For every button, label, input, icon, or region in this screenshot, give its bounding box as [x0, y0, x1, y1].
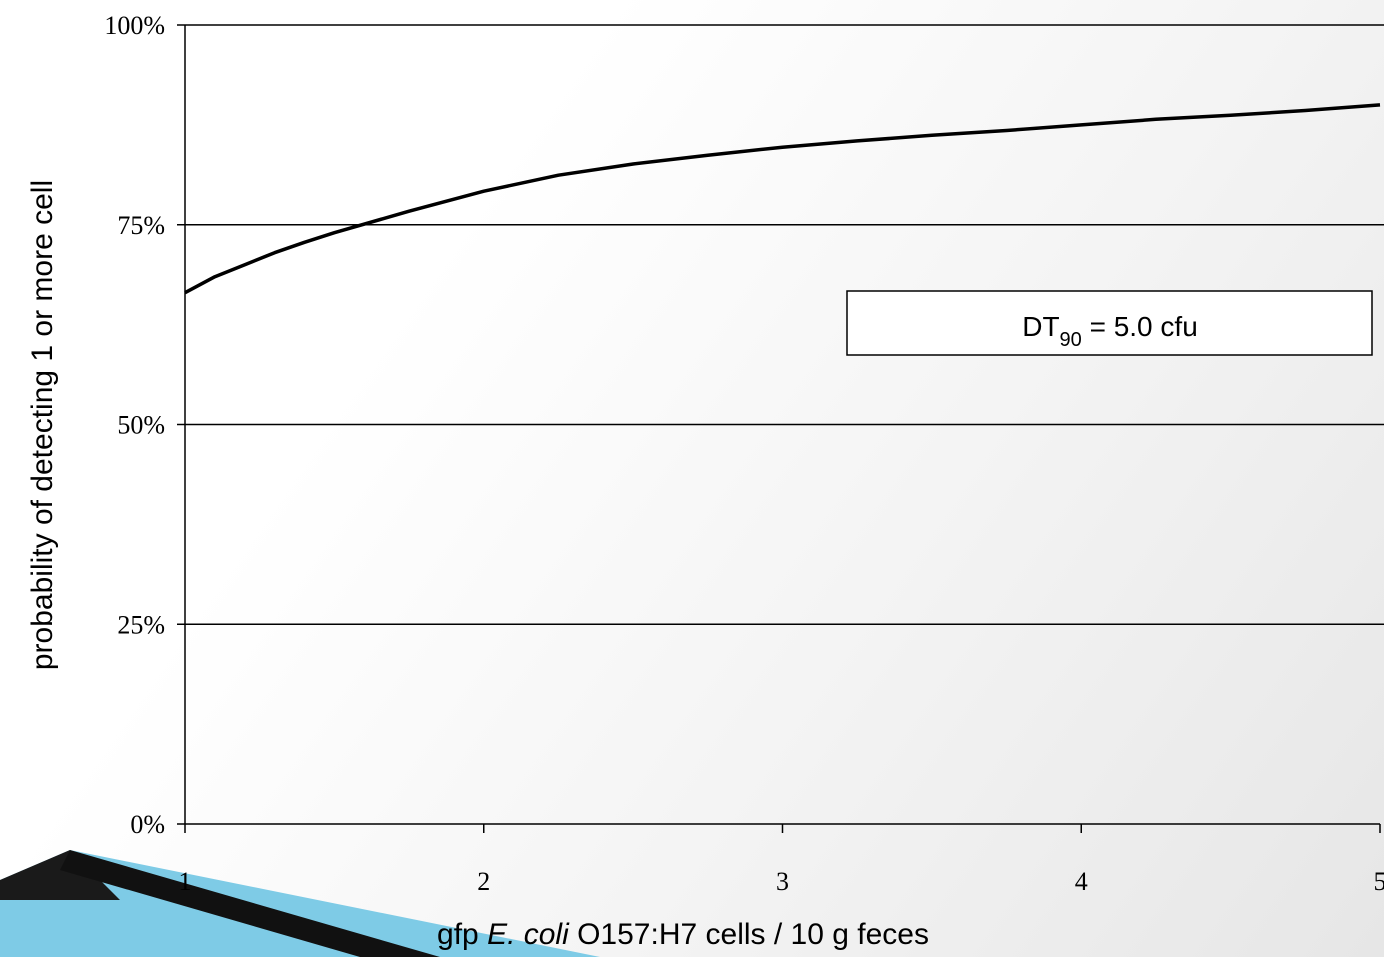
x-axis-title: gfp E. coli O157:H7 cells / 10 g feces [437, 918, 929, 951]
x-tick-label: 1 [179, 867, 192, 896]
annotation-subscript: 90 [1060, 329, 1082, 351]
y-tick-label: 100% [104, 11, 165, 40]
slide-corner-decoration [0, 850, 600, 957]
x-axis-title-suffix: O157:H7 cells / 10 g feces [569, 918, 929, 951]
series-line [184, 103, 1381, 295]
annotation-text: DT90 = 5.0 cfu [1022, 311, 1198, 351]
y-tick-label: 0% [130, 810, 165, 839]
x-tick-label: 4 [1075, 867, 1088, 896]
y-axis-title: probability of detecting 1 or more cell [26, 180, 59, 670]
slide-corner-dark-stripe [0, 850, 120, 900]
y-tick-label: 25% [117, 610, 165, 639]
x-axis-title-prefix: gfp [437, 918, 487, 951]
gridlines [185, 24, 1384, 625]
annotation-box-border [846, 290, 1373, 356]
y-axis-ticks: 0% 25% 50% 75% 100% [104, 11, 185, 839]
x-tick-label: 2 [477, 867, 490, 896]
x-axis-ticks: 1 2 3 4 5 [179, 824, 1384, 896]
y-tick-label: 50% [117, 411, 165, 440]
slide-corner-dark-wedge [60, 850, 440, 957]
y-tick-label: 75% [117, 211, 165, 240]
x-tick-label: 5 [1374, 867, 1384, 896]
annotation-rest: = 5.0 cfu [1082, 311, 1198, 342]
annotation-main: DT [1022, 311, 1059, 342]
x-axis-title-italic: E. coli [487, 918, 570, 951]
x-tick-label: 3 [776, 867, 789, 896]
annotation-box: DT90 = 5.0 cfu [846, 290, 1373, 356]
